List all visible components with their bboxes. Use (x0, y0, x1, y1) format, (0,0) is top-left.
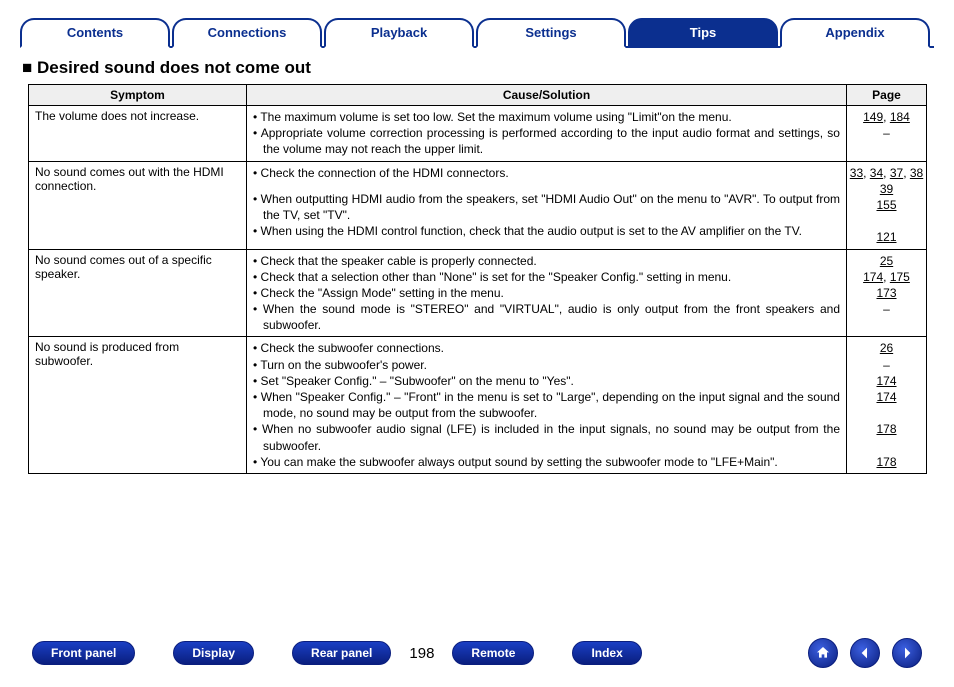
page-link[interactable]: 178 (876, 455, 896, 469)
bullet-item: You can make the subwoofer always output… (253, 454, 840, 470)
cause-cell: Check the subwoofer connections.Turn on … (247, 337, 847, 474)
bullet-item: The maximum volume is set too low. Set t… (253, 109, 840, 125)
table-row: No sound comes out with the HDMI connect… (29, 161, 927, 249)
prev-icon[interactable] (850, 638, 880, 668)
front-panel-button[interactable]: Front panel (32, 641, 135, 665)
bullet-item: Check that the speaker cable is properly… (253, 253, 840, 269)
page-link[interactable]: 25 (880, 254, 893, 268)
th-cause: Cause/Solution (247, 85, 847, 106)
bullet-item: Check the subwoofer connections. (253, 340, 840, 356)
page-link[interactable]: 38 (910, 166, 923, 180)
page-cell: 25174, 175173– (847, 249, 927, 337)
remote-button[interactable]: Remote (452, 641, 534, 665)
symptom-cell: No sound comes out with the HDMI connect… (29, 161, 247, 249)
bullet-item: Check the "Assign Mode" setting in the m… (253, 285, 840, 301)
troubleshoot-table: Symptom Cause/Solution Page The volume d… (28, 84, 927, 474)
heading-text: Desired sound does not come out (37, 58, 311, 77)
page-link[interactable]: 173 (876, 286, 896, 300)
page-link[interactable]: 37 (890, 166, 903, 180)
top-nav: ContentsConnectionsPlaybackSettingsTipsA… (20, 14, 934, 48)
page-link[interactable]: 174 (863, 270, 883, 284)
symptom-cell: The volume does not increase. (29, 106, 247, 162)
bullet-item: When outputting HDMI audio from the spea… (253, 191, 840, 223)
symptom-cell: No sound is produced from subwoofer. (29, 337, 247, 474)
page-link[interactable]: 155 (876, 198, 896, 212)
tab-tips[interactable]: Tips (628, 18, 778, 48)
page-link[interactable]: 39 (880, 182, 893, 196)
bullet-item: Turn on the subwoofer's power. (253, 357, 840, 373)
bullet-item: Check that a selection other than "None"… (253, 269, 840, 285)
table-row: No sound comes out of a specific speaker… (29, 249, 927, 337)
rear-panel-button[interactable]: Rear panel (292, 641, 391, 665)
bullet-item: Appropriate volume correction processing… (253, 125, 840, 157)
bullet-item: When the sound mode is "STEREO" and "VIR… (253, 301, 840, 333)
tab-settings[interactable]: Settings (476, 18, 626, 48)
page-cell: 26–174174 178 178 (847, 337, 927, 474)
page-link[interactable]: 33 (850, 166, 863, 180)
page-cell: 33, 34, 37, 3839155 121 (847, 161, 927, 249)
bottom-bar: Front panel Display Rear panel 198 Remot… (0, 637, 954, 669)
cause-cell: Check that the speaker cable is properly… (247, 249, 847, 337)
bullet-item: Check the connection of the HDMI connect… (253, 165, 840, 181)
square-icon: ■ (22, 58, 37, 77)
bullet-item: When no subwoofer audio signal (LFE) is … (253, 421, 840, 453)
page-link[interactable]: 174 (876, 390, 896, 404)
index-button[interactable]: Index (572, 641, 641, 665)
bullet-item: When "Speaker Config." – "Front" in the … (253, 389, 840, 421)
page-link[interactable]: 184 (890, 110, 910, 124)
table-row: No sound is produced from subwoofer.Chec… (29, 337, 927, 474)
tab-playback[interactable]: Playback (324, 18, 474, 48)
page-link[interactable]: 149 (863, 110, 883, 124)
next-icon[interactable] (892, 638, 922, 668)
page-link[interactable]: 34 (870, 166, 883, 180)
bullet-item: Set "Speaker Config." – "Subwoofer" on t… (253, 373, 840, 389)
page-link[interactable]: 178 (876, 422, 896, 436)
page-link[interactable]: 121 (876, 230, 896, 244)
page-link[interactable]: 26 (880, 341, 893, 355)
symptom-cell: No sound comes out of a specific speaker… (29, 249, 247, 337)
th-symptom: Symptom (29, 85, 247, 106)
section-heading: ■ Desired sound does not come out (22, 58, 932, 78)
tab-appendix[interactable]: Appendix (780, 18, 930, 48)
page-number: 198 (391, 645, 452, 662)
th-page: Page (847, 85, 927, 106)
cause-cell: Check the connection of the HDMI connect… (247, 161, 847, 249)
page-link[interactable]: 175 (890, 270, 910, 284)
tab-contents[interactable]: Contents (20, 18, 170, 48)
display-button[interactable]: Display (173, 641, 254, 665)
tab-connections[interactable]: Connections (172, 18, 322, 48)
page-link[interactable]: 174 (876, 374, 896, 388)
cause-cell: The maximum volume is set too low. Set t… (247, 106, 847, 162)
bullet-item: When using the HDMI control function, ch… (253, 223, 840, 239)
page-cell: 149, 184– (847, 106, 927, 162)
table-row: The volume does not increase. The maximum… (29, 106, 927, 162)
home-icon[interactable] (808, 638, 838, 668)
